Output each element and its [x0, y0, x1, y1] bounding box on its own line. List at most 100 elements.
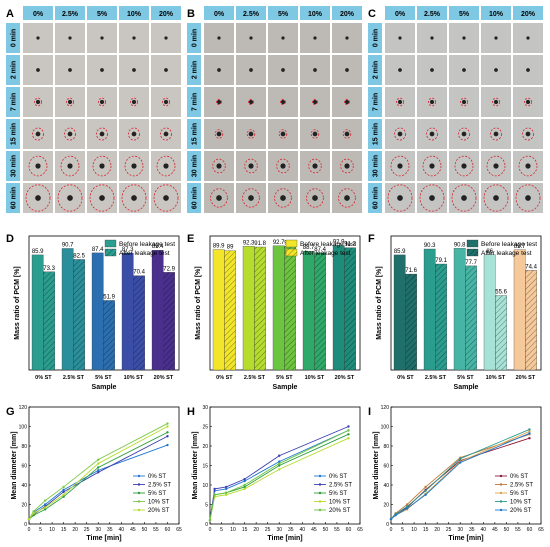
leakage-ring	[214, 129, 224, 139]
legend-swatch-hatch	[105, 249, 116, 256]
leakage-ring	[390, 155, 410, 177]
pcm-drop	[216, 99, 222, 105]
legend-label: 20% ST	[329, 508, 351, 514]
x-tick-label: 50	[142, 527, 148, 533]
pcm-drop	[163, 131, 169, 137]
column-header-cell	[513, 6, 543, 20]
bar-after-hatch	[435, 264, 447, 370]
x-tick-label: 2.5% ST	[244, 375, 266, 381]
pcm-drop	[248, 99, 254, 105]
pcm-drop	[131, 131, 137, 137]
data-point	[224, 491, 228, 494]
data-point	[278, 468, 281, 471]
x-axis-label: Time [min]	[448, 535, 483, 542]
row-header: 2 min	[11, 61, 18, 79]
data-label: 87.4	[314, 247, 326, 253]
legend-label: Before leakage test	[481, 241, 537, 248]
pcm-drop	[397, 99, 403, 105]
x-axis-label: Sample	[92, 384, 117, 391]
row-header-cell	[6, 55, 20, 85]
pcm-drop	[344, 163, 350, 169]
pcm-drop	[99, 99, 105, 105]
data-point	[27, 517, 31, 521]
pcm-drop	[217, 68, 221, 72]
column-header: 2.5%	[62, 11, 79, 18]
series-line	[390, 433, 530, 520]
pcm-drop	[312, 163, 318, 169]
panel-letter: H	[187, 406, 195, 418]
legend-label: 10% ST	[329, 500, 351, 506]
data-point	[224, 485, 228, 489]
bar-before	[483, 254, 496, 371]
x-tick-label: 0% ST	[35, 375, 52, 381]
x-tick-label: 30	[457, 527, 463, 533]
bar-before	[332, 245, 345, 371]
bar-after-hatch	[133, 275, 145, 370]
data-label: 71.6	[405, 268, 417, 274]
bar-after-hatch	[314, 252, 326, 370]
column-header: 5%	[97, 11, 108, 18]
bar-after-hatch	[73, 259, 85, 370]
legend-marker	[499, 474, 503, 478]
column-header: 5%	[278, 11, 289, 18]
x-tick-label: 20% ST	[516, 375, 536, 381]
series-line	[209, 437, 349, 521]
y-tick-label: 0	[205, 522, 208, 528]
bar-before	[212, 249, 225, 371]
row-header: 15 min	[373, 123, 380, 145]
bar-before	[242, 246, 255, 371]
pcm-drop	[217, 36, 221, 40]
y-tick-label: 0	[24, 522, 27, 528]
data-label: 85.9	[32, 249, 44, 255]
leakage-ring	[212, 158, 226, 174]
pcm-drop	[248, 195, 254, 201]
leakage-ring	[89, 184, 115, 212]
row-header: 0 min	[11, 29, 18, 47]
pcm-drop	[493, 99, 499, 105]
x-tick-label: 40	[119, 527, 125, 533]
leakage-ring	[490, 127, 502, 141]
data-label: 90.7	[62, 242, 74, 248]
row-header: 15 min	[11, 123, 18, 145]
line-chart-i: I 0 5 10 15 20 25 30 35 40 45 50 55 60 65 0 20 40 60 80 100 1…	[368, 405, 544, 542]
column-header-cell	[385, 6, 415, 20]
pcm-drop	[216, 163, 222, 169]
row-header-cell	[187, 151, 201, 181]
row-header-cell	[187, 119, 201, 149]
x-tick-label: 15	[61, 527, 67, 533]
bar-before	[121, 252, 134, 371]
data-point	[62, 488, 65, 492]
x-tick-label: 10% ST	[305, 375, 325, 381]
data-point	[97, 471, 100, 474]
row-header: 60 min	[11, 187, 18, 209]
data-point	[424, 493, 427, 496]
panel-letter: I	[368, 406, 371, 418]
pcm-drop	[132, 68, 136, 72]
pcm-drop	[68, 36, 72, 40]
data-point	[405, 507, 409, 510]
bar-after-hatch	[43, 271, 55, 370]
pcm-drop	[99, 163, 105, 169]
row-header: 7 min	[373, 93, 380, 111]
pcm-drop	[248, 131, 254, 137]
x-tick-label: 50	[323, 527, 329, 533]
pcm-drop	[345, 68, 349, 72]
row-header: 0 min	[373, 29, 380, 47]
leakage-ring	[278, 129, 288, 139]
bar-before	[302, 250, 315, 371]
pcm-drop	[35, 195, 41, 201]
row-header-cell	[368, 23, 382, 53]
x-axis-label: Time [min]	[267, 535, 302, 542]
leakage-ring	[153, 184, 179, 212]
row-header: 2 min	[373, 61, 380, 79]
line-chart-g: G 0 5 10 15 20 25 30 35 40 45 50 55 60 65 0 20 40 60 80 100 1…	[6, 405, 182, 542]
data-label: 55.6	[495, 289, 507, 295]
bar-chart-d: D 85.9 73.3 0% ST 90.7 82.5 2.5% ST 87.4 51.9 5% …	[6, 233, 180, 391]
pcm-drop	[430, 36, 434, 40]
data-point	[166, 443, 169, 447]
data-point	[43, 506, 47, 509]
bar-before	[61, 248, 74, 371]
data-label: 92.3	[243, 240, 255, 246]
data-label: 91.3	[344, 242, 356, 248]
